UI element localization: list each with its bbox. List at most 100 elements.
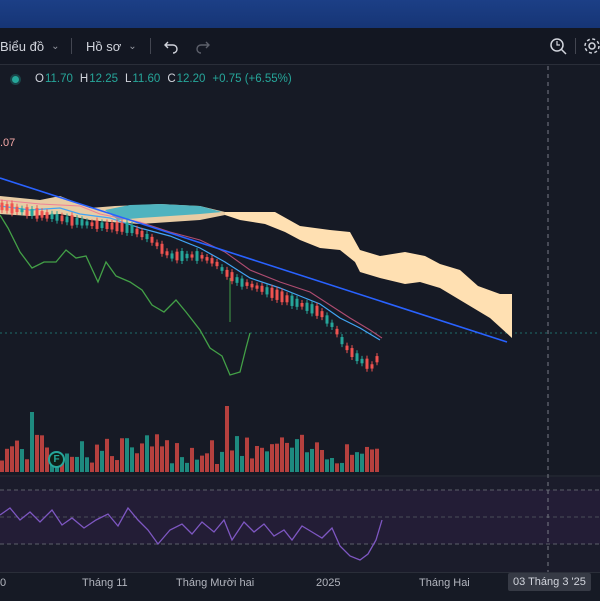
ohlc-legend: O 11.70 H 12.25 L 11.60 C 12.20 +0.75 (+… bbox=[0, 64, 299, 94]
volume-bar bbox=[135, 453, 139, 472]
low-key: L bbox=[124, 73, 132, 85]
ichimoku-cloud-bearish bbox=[225, 212, 512, 338]
volume-bar bbox=[370, 449, 374, 472]
volume-bar bbox=[290, 447, 294, 472]
volume-bar bbox=[180, 457, 184, 472]
volume-bar bbox=[235, 436, 239, 472]
volume-bar bbox=[365, 446, 369, 472]
volume-bar bbox=[35, 434, 39, 472]
volume-bar bbox=[240, 455, 244, 472]
volume-bar bbox=[5, 448, 9, 472]
volume-bar bbox=[30, 412, 34, 472]
volume-bar bbox=[335, 463, 339, 472]
chart-menu-label: Biểu đồ bbox=[0, 38, 45, 54]
redo-button[interactable] bbox=[195, 28, 211, 64]
base-line bbox=[0, 199, 383, 339]
volume-bar bbox=[215, 463, 219, 472]
rsi-line bbox=[0, 506, 383, 561]
volume-bar bbox=[275, 443, 279, 472]
undo-button[interactable] bbox=[163, 28, 179, 64]
undo-icon bbox=[164, 41, 178, 54]
volume-bar bbox=[220, 451, 224, 472]
chart-menu-button[interactable]: Biểu đồ ⌄ bbox=[0, 28, 59, 64]
volume-bar bbox=[340, 462, 344, 472]
toolbar-divider bbox=[575, 38, 576, 54]
volume-bar bbox=[255, 445, 259, 472]
volume-bar bbox=[20, 449, 24, 472]
volume-bar bbox=[350, 454, 354, 472]
volume-bar bbox=[105, 438, 109, 472]
volume-bar bbox=[280, 437, 284, 472]
volume-bar bbox=[230, 450, 234, 472]
volume-bar bbox=[190, 447, 194, 472]
volume-bar bbox=[170, 463, 174, 472]
financials-badge[interactable]: F bbox=[48, 451, 65, 468]
volume-bar bbox=[80, 441, 84, 472]
volume-bar bbox=[205, 453, 209, 472]
volume-bar bbox=[375, 448, 379, 472]
volume-bar bbox=[325, 459, 329, 472]
price-chart[interactable] bbox=[0, 0, 600, 572]
browser-top-bar bbox=[0, 0, 600, 28]
gear-icon bbox=[584, 38, 600, 54]
volume-bar bbox=[245, 437, 249, 472]
volume-bar bbox=[25, 459, 29, 472]
volume-bar bbox=[125, 438, 129, 472]
volume-bar bbox=[210, 440, 214, 472]
volume-bar bbox=[185, 462, 189, 472]
volume-bar bbox=[40, 435, 44, 472]
volume-bar bbox=[330, 457, 334, 472]
volume-bar bbox=[155, 434, 159, 472]
volume-bar bbox=[270, 444, 274, 472]
volume-bar bbox=[145, 435, 149, 472]
trendline[interactable] bbox=[0, 177, 508, 343]
profile-menu-button[interactable]: Hồ sơ ⌄ bbox=[86, 28, 137, 64]
volume-bar bbox=[360, 453, 364, 472]
volume-bar bbox=[130, 447, 134, 472]
time-axis-label: Tháng Hai bbox=[419, 577, 470, 589]
conversion-line bbox=[0, 205, 381, 341]
high-key: H bbox=[79, 73, 89, 85]
volume-bar bbox=[265, 451, 269, 472]
volume-bar bbox=[150, 446, 154, 472]
volume-bar bbox=[75, 456, 79, 472]
volume-series bbox=[0, 406, 379, 472]
volume-bar bbox=[250, 458, 254, 472]
market-status-dot bbox=[12, 75, 19, 83]
open-value: 11.70 bbox=[44, 73, 73, 85]
volume-bar bbox=[95, 444, 99, 472]
volume-bar bbox=[305, 452, 309, 472]
volume-bar bbox=[195, 459, 199, 472]
volume-bar bbox=[10, 446, 14, 472]
volume-bar bbox=[260, 447, 264, 472]
volume-bar bbox=[100, 450, 104, 472]
volume-bar bbox=[165, 440, 169, 472]
volume-bar bbox=[175, 443, 179, 472]
time-axis-label: 2025 bbox=[316, 577, 341, 589]
time-axis-label: 0 bbox=[0, 577, 7, 589]
volume-bar bbox=[225, 406, 229, 472]
chevron-down-icon: ⌄ bbox=[51, 40, 60, 52]
price-tag-fragment: .07 bbox=[0, 137, 16, 149]
volume-bar bbox=[310, 448, 314, 472]
volume-bar bbox=[0, 460, 4, 472]
volume-bar bbox=[285, 442, 289, 472]
quick-search-button[interactable] bbox=[548, 28, 568, 64]
volume-bar bbox=[90, 462, 94, 472]
lagging-span-line bbox=[0, 214, 251, 376]
volume-bar bbox=[315, 442, 319, 472]
rsi-band bbox=[0, 490, 600, 544]
volume-bar bbox=[160, 446, 164, 472]
time-axis-label: Tháng 11 bbox=[82, 577, 128, 589]
time-axis[interactable]: 0 Tháng 11 Tháng Mười hai 2025 Tháng Hai… bbox=[0, 572, 600, 601]
search-icon bbox=[550, 38, 567, 55]
volume-bar bbox=[355, 452, 359, 472]
volume-bar bbox=[200, 455, 204, 472]
profile-menu-label: Hồ sơ bbox=[86, 38, 122, 54]
toolbar-divider bbox=[150, 38, 151, 54]
time-axis-label: Tháng Mười hai bbox=[176, 577, 255, 589]
volume-bar bbox=[140, 443, 144, 472]
volume-bar bbox=[70, 456, 74, 472]
settings-button[interactable] bbox=[582, 28, 600, 64]
chevron-down-icon: ⌄ bbox=[128, 40, 137, 52]
